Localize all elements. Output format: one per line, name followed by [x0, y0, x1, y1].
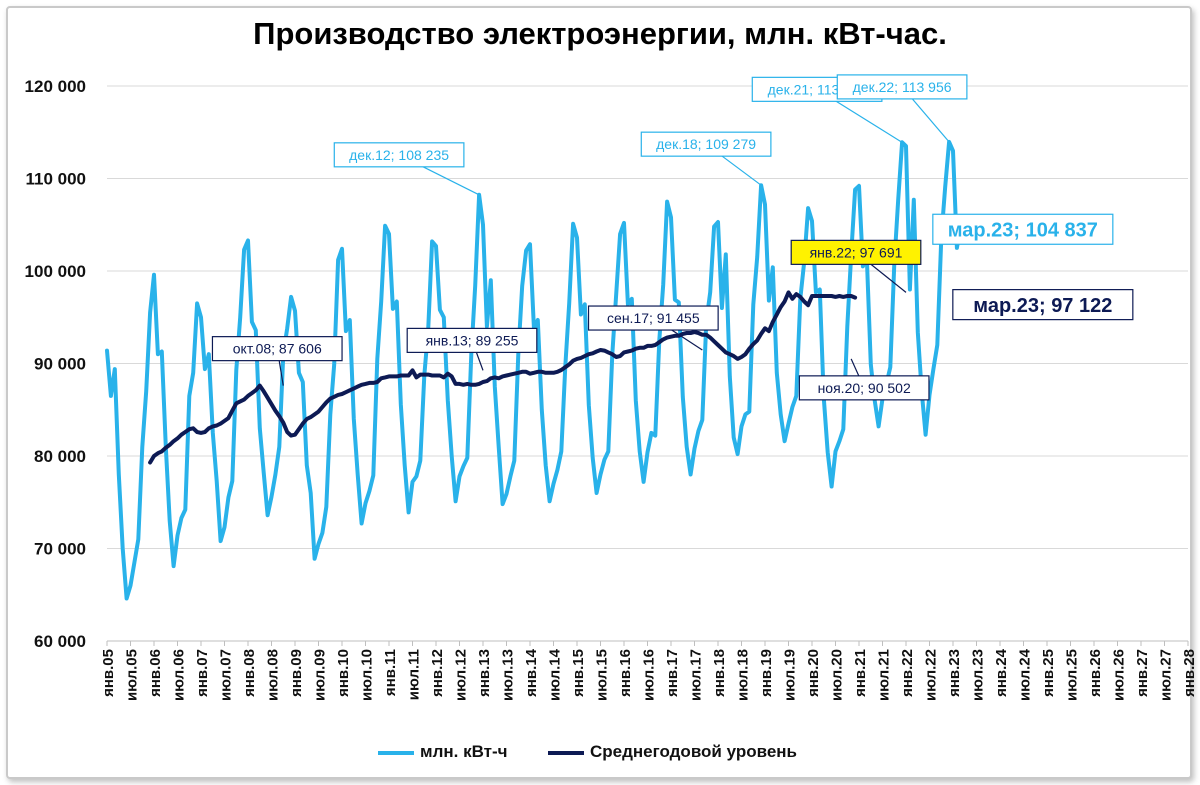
x-tick-label: янв.20 [805, 649, 822, 697]
series-line-annual [148, 290, 858, 465]
x-tick-label: янв.21 [852, 649, 869, 697]
y-tick-label: 110 000 [25, 170, 86, 189]
x-tick-label: июл.10 [359, 649, 376, 701]
legend-annual-swatch [548, 750, 584, 755]
chart-title: Производство электроэнергии, млн. кВт-ча… [253, 16, 947, 51]
callout-box [406, 327, 538, 353]
callout-label: окт.08; 87 606 [233, 341, 322, 357]
callout-box [640, 131, 772, 157]
x-tick-label: янв.11 [382, 649, 399, 696]
x-tick-label: янв.12 [429, 649, 446, 697]
x-tick-label: июл.17 [688, 649, 705, 701]
callout-box [333, 142, 465, 168]
legend-monthly-label: млн. кВт-ч [420, 742, 508, 761]
x-tick-label: янв.24 [993, 648, 1010, 697]
y-tick-label: 120 000 [25, 77, 86, 96]
x-tick-label: июл.13 [500, 649, 517, 701]
x-tick-label: янв.09 [288, 649, 305, 697]
callout-label: дек.12; 108 235 [349, 147, 449, 163]
x-tick-label: янв.25 [1040, 649, 1057, 697]
x-tick-label: янв.26 [1087, 649, 1104, 697]
legend-annual-label: Среднегодовой уровень [590, 742, 798, 761]
x-tick-label: июл.23 [970, 649, 987, 701]
legend-annual: Среднегодовой уровень [548, 742, 797, 762]
x-tick-label: июл.15 [594, 649, 611, 701]
x-tick-label: июл.08 [265, 649, 282, 701]
x-tick-label: янв.17 [664, 649, 681, 697]
callout-box [952, 289, 1134, 321]
x-tick-label: янв.19 [758, 649, 775, 697]
y-tick-label: 80 000 [34, 447, 86, 466]
y-tick-label: 90 000 [34, 355, 86, 374]
x-tick-label: июл.16 [641, 649, 658, 701]
x-tick-label: июл.24 [1017, 648, 1034, 701]
callout-label: сен.17; 91 455 [607, 310, 700, 326]
x-tick-label: янв.07 [194, 649, 211, 697]
x-tick-label: янв.14 [523, 648, 540, 697]
x-tick-label: янв.28 [1181, 649, 1198, 697]
x-tick-label: янв.10 [335, 649, 352, 697]
callout-label: мар.23; 97 122 [973, 295, 1112, 317]
callout-label: дек.18; 109 279 [656, 136, 756, 152]
x-tick-label: июл.19 [782, 649, 799, 701]
x-tick-label: янв.06 [147, 649, 164, 697]
callout-label: дек.22; 113 956 [853, 79, 952, 95]
callout-box [836, 74, 968, 100]
x-tick-label: янв.18 [711, 649, 728, 697]
callout-box [798, 375, 930, 401]
x-tick-label: июл.26 [1111, 649, 1128, 701]
y-tick-label: 60 000 [34, 632, 86, 651]
x-tick-label: июл.11 [406, 649, 423, 700]
x-tick-label: янв.08 [241, 649, 258, 697]
x-tick-label: июл.25 [1064, 649, 1081, 701]
x-tick-label: июл.20 [829, 649, 846, 701]
callout-label: янв.22; 97 691 [810, 244, 903, 260]
x-tick-label: янв.16 [617, 649, 634, 697]
x-tick-label: июл.09 [312, 649, 329, 701]
x-tick-label: июл.22 [923, 649, 940, 701]
callout-box [932, 213, 1114, 245]
chart-frame [6, 6, 1192, 779]
x-tick-label: янв.15 [570, 649, 587, 697]
x-tick-label: янв.05 [100, 649, 117, 697]
callout-box [587, 305, 719, 331]
x-tick-label: июл.27 [1158, 649, 1175, 701]
series-line-monthly [105, 139, 963, 601]
callout-box [790, 239, 922, 265]
y-tick-label: 100 000 [25, 262, 86, 281]
x-tick-label: янв.23 [946, 649, 963, 697]
x-tick-label: июл.12 [453, 649, 470, 701]
x-tick-label: янв.22 [899, 649, 916, 697]
x-tick-label: июл.21 [876, 649, 893, 701]
y-tick-label: 70 000 [34, 540, 86, 559]
callout-label: янв.13; 89 255 [426, 332, 519, 348]
callout-box [211, 336, 343, 362]
callout-label: мар.23; 104 837 [948, 219, 1098, 241]
x-tick-label: янв.27 [1134, 649, 1151, 697]
x-tick-label: июл.07 [218, 649, 235, 701]
x-tick-label: янв.13 [476, 649, 493, 697]
legend-monthly-swatch [378, 750, 414, 755]
x-tick-label: июл.06 [171, 649, 188, 701]
legend-monthly: млн. кВт-ч [378, 742, 508, 762]
x-tick-label: июл.18 [735, 649, 752, 701]
x-tick-label: июл.14 [547, 648, 564, 701]
x-tick-label: июл.05 [124, 649, 141, 701]
callout-label: ноя.20; 90 502 [818, 380, 911, 396]
